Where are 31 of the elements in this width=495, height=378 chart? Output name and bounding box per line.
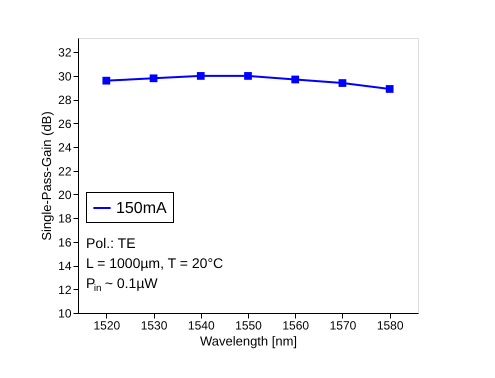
x-tick-label: 1580 — [376, 318, 404, 332]
y-tick-label: 10 — [58, 306, 72, 320]
y-tick-label: 26 — [58, 116, 72, 131]
point — [150, 74, 158, 82]
point — [386, 85, 394, 93]
x-tick-label: 1530 — [140, 318, 168, 332]
point — [102, 76, 110, 85]
y-tick-label: 16 — [58, 235, 72, 250]
y-tick-label: 28 — [58, 93, 72, 108]
x-tick-label: 1550 — [235, 318, 262, 332]
x-tick-label: 1520 — [93, 318, 121, 332]
point — [338, 79, 346, 87]
x-tick-label: 1560 — [282, 318, 310, 332]
point — [244, 72, 252, 80]
y-tick-label: 30 — [58, 69, 72, 84]
y-tick-label: 14 — [58, 259, 72, 274]
point — [291, 76, 300, 84]
x-tick-label: 1570 — [330, 318, 357, 332]
x-axis-title: Wavelength [nm] — [200, 334, 298, 348]
y-tick-label: 32 — [58, 46, 72, 60]
y-tick-label: 20 — [58, 188, 72, 202]
y-tick-label: 22 — [58, 164, 72, 178]
annotation: Pol.: TE — [86, 235, 136, 251]
y-axis-title: Single-Pass-Gain (dB) — [39, 111, 54, 241]
y-tick-label: 12 — [58, 282, 72, 297]
legend-label: 150mA — [116, 200, 168, 217]
y-tick-label: 24 — [58, 140, 72, 155]
point — [196, 72, 205, 80]
x-tick-label: 1540 — [188, 318, 215, 332]
annotation: L = 1000µm, T = 20°C — [86, 255, 224, 271]
y-tick-label: 18 — [58, 212, 72, 226]
